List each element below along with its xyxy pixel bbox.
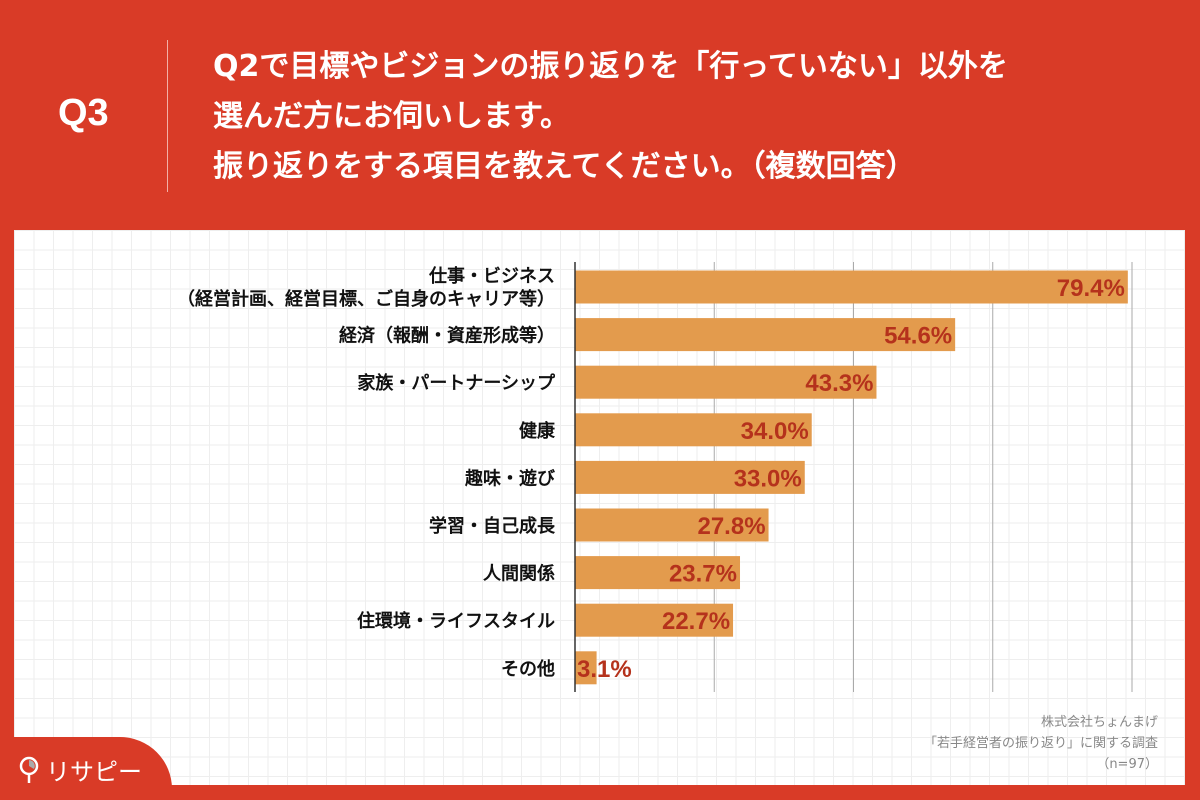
- value-label: 34.0%: [741, 418, 809, 445]
- divider: [167, 40, 168, 192]
- bar: [575, 603, 734, 637]
- value-label: 3.1%: [577, 656, 632, 683]
- category-label: 健康: [519, 420, 556, 442]
- bar: [575, 651, 597, 685]
- footnote-line: 「若手経営者の振り返り」に関する調査: [923, 736, 1158, 751]
- bar: [575, 270, 1128, 304]
- category-label: 家族・パートナーシップ: [357, 372, 556, 394]
- title-line: 振り返りをする項目を教えてください。（複数回答）: [213, 149, 916, 184]
- title-line: 選んだ方にお伺いします。: [213, 99, 570, 134]
- value-label: 23.7%: [669, 561, 737, 588]
- logo: リサピー: [18, 752, 142, 787]
- question-title: Q2で目標やビジョンの振り返りを「行っていない」以外を 選んだ方にお伺いします。…: [213, 42, 1173, 192]
- logo-text: リサピー: [46, 758, 142, 786]
- value-label: 33.0%: [734, 465, 802, 492]
- bar: [575, 460, 805, 494]
- category-label: 学習・自己成長: [429, 515, 556, 537]
- category-label: （経営計画、経営目標、ご自身のキャリア等）: [177, 288, 555, 310]
- category-label: 住環境・ライフスタイル: [357, 610, 555, 632]
- category-label: 趣味・遊び: [464, 467, 556, 489]
- bar: [575, 508, 769, 542]
- question-number: Q3: [58, 92, 109, 134]
- pin-icon: [19, 756, 39, 783]
- footnote-line: 株式会社ちょんまげ: [1040, 715, 1158, 730]
- value-label: 43.3%: [805, 370, 873, 397]
- bar: [575, 365, 877, 399]
- footnote: 株式会社ちょんまげ 「若手経営者の振り返り」に関する調査 （n=97）: [924, 712, 1158, 775]
- value-label: 54.6%: [884, 323, 952, 350]
- footnote-line: （n=97）: [1096, 757, 1158, 772]
- bar: [575, 556, 741, 590]
- category-label: その他: [501, 658, 555, 680]
- category-label: 経済（報酬・資産形成等）: [339, 325, 555, 347]
- bar: [575, 413, 812, 447]
- logo-tab: [0, 737, 172, 800]
- value-label: 79.4%: [1057, 275, 1125, 302]
- value-label: 22.7%: [662, 608, 730, 635]
- title-line: Q2で目標やビジョンの振り返りを「行っていない」以外を: [213, 49, 1008, 84]
- category-label: 仕事・ビジネス: [428, 265, 555, 287]
- bar: [575, 318, 956, 352]
- category-label: 人間関係: [483, 563, 555, 585]
- value-label: 27.8%: [697, 513, 765, 540]
